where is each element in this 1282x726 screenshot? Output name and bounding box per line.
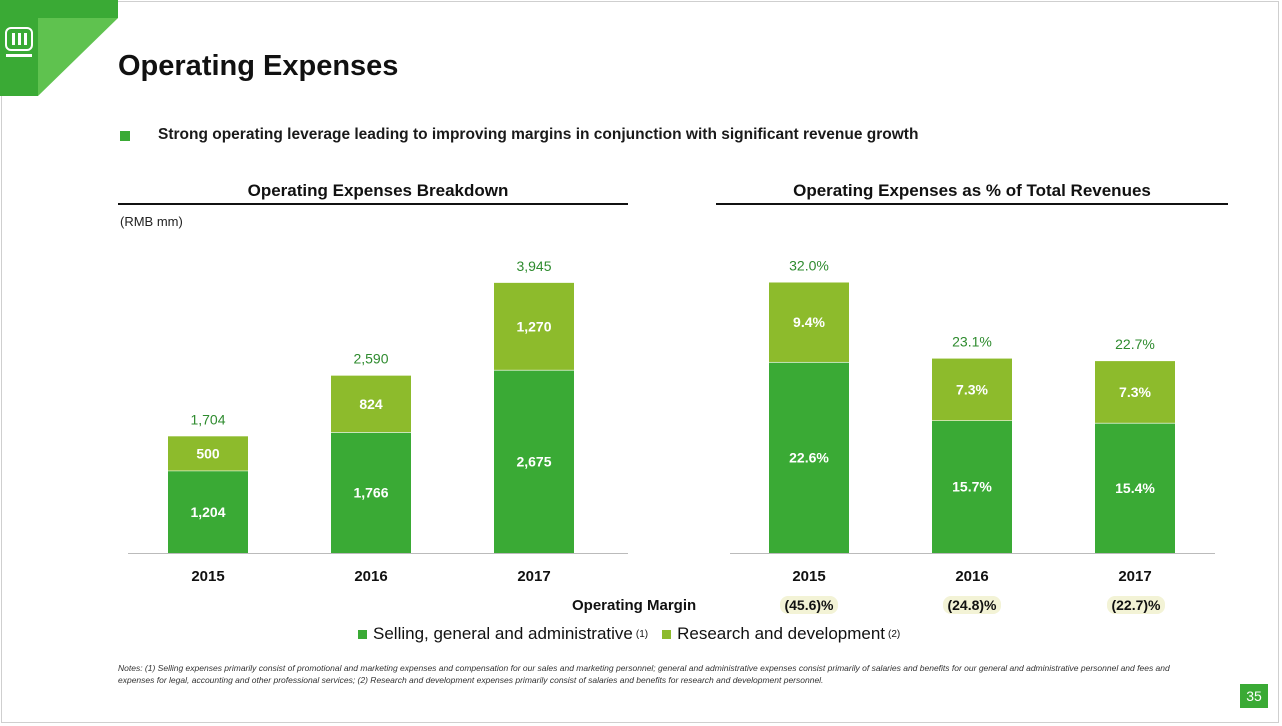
legend-sga-label: Selling, general and administrative (373, 624, 633, 643)
footnotes: Notes: (1) Selling expenses primarily co… (118, 663, 1170, 685)
chart1-bar-sga-2017 (1095, 422, 1175, 553)
chart1-tick-label-2016: 2016 (955, 568, 988, 585)
page-number: 35 (1240, 684, 1268, 708)
bullet-icon (120, 131, 130, 141)
legend-rd-note: (2) (888, 628, 901, 640)
legend: Selling, general and administrative (1) … (358, 624, 914, 644)
left-chart-title: Operating Expenses Breakdown (247, 181, 509, 200)
chart1-bar-sga-2016 (932, 420, 1012, 553)
chart1-total-label-2017: 22.7% (1115, 336, 1155, 352)
legend-rd-swatch (662, 629, 672, 639)
chart0-tick-label-2015: 2015 (191, 568, 224, 585)
chart1-tick-label-2015: 2015 (792, 568, 825, 585)
right-chart-title: Operating Expenses as % of Total Revenue… (793, 181, 1151, 200)
left-chart-rule (118, 203, 628, 205)
chart1-data-label-sga-2017: 15.4% (1115, 480, 1155, 496)
chart1-total-label-2015: 32.0% (789, 257, 829, 273)
chart1-tick-label-2017: 2017 (1118, 568, 1151, 585)
chart1-bar-rd-2016 (932, 358, 1012, 421)
chart1-data-label-sga-2016: 15.7% (952, 479, 992, 495)
chart0-data-label-rd-2016: 824 (359, 396, 383, 412)
subtitle: Strong operating leverage leading to imp… (158, 126, 919, 143)
legend-sga-note: (1) (635, 628, 649, 640)
chart0-data-label-rd-2015: 500 (196, 445, 220, 461)
chart1-data-label-sga-2015: 22.6% (789, 449, 829, 465)
operating-margin-2017: (22.7)% (1096, 596, 1176, 614)
operating-margin-2015: (45.6)% (769, 596, 849, 614)
chart0-tick-label-2017: 2017 (517, 568, 550, 585)
chart0-bar-sga-2015 (168, 470, 248, 553)
chart1-data-label-rd-2017: 7.3% (1119, 384, 1151, 400)
chart0-data-label-sga-2017: 2,675 (516, 453, 551, 469)
chart0-bar-sga-2016 (331, 432, 411, 553)
iqiyi-logo-icon (0, 0, 118, 96)
chart1-bar-rd-2017 (1095, 361, 1175, 423)
chart0-bar-rd-2017 (494, 282, 574, 370)
page-title: Operating Expenses (118, 50, 399, 82)
chart0-total-label-2015: 1,704 (190, 411, 225, 427)
chart0-tick-label-2016: 2016 (354, 568, 387, 585)
legend-rd-label: Research and development (677, 624, 886, 643)
chart0-bar-sga-2017 (494, 369, 574, 553)
chart1-bar-sga-2015 (769, 361, 849, 553)
operating-margin-label: Operating Margin (572, 597, 697, 614)
chart0-data-label-rd-2017: 1,270 (516, 318, 551, 334)
chart1-total-label-2016: 23.1% (952, 334, 992, 350)
chart0-total-label-2017: 3,945 (516, 258, 551, 274)
chart0-bar-rd-2015 (168, 436, 248, 471)
chart1-data-label-rd-2015: 9.4% (793, 314, 825, 330)
chart0-data-label-sga-2016: 1,766 (353, 485, 388, 501)
chart0-total-label-2016: 2,590 (353, 351, 388, 367)
right-chart-rule (716, 203, 1228, 205)
operating-margin-2016: (24.8)% (932, 596, 1012, 614)
chart1-bar-rd-2015 (769, 282, 849, 362)
chart1-data-label-rd-2016: 7.3% (956, 381, 988, 397)
chart0-data-label-sga-2015: 1,204 (190, 504, 225, 520)
legend-sga-swatch (358, 629, 367, 639)
chart0-bar-rd-2016 (331, 375, 411, 433)
unit-label: (RMB mm) (120, 214, 183, 229)
